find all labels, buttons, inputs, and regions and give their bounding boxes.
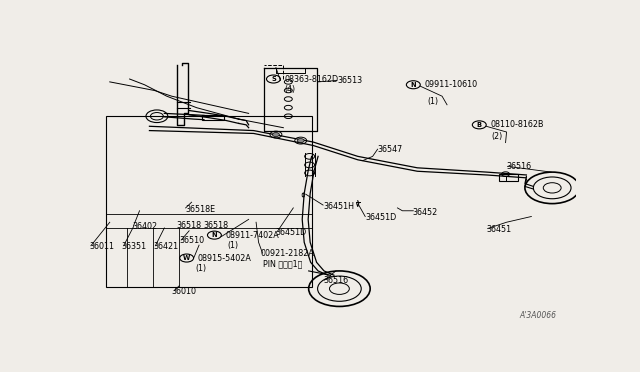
Text: 36510: 36510 [179, 236, 204, 246]
Text: 36010: 36010 [172, 287, 196, 296]
Text: 36451H: 36451H [323, 202, 354, 211]
Text: 36452: 36452 [412, 208, 438, 217]
Text: 08915-5402A: 08915-5402A [198, 254, 252, 263]
Bar [499, 174, 518, 181]
Text: A'3A0066: A'3A0066 [519, 311, 556, 320]
Text: 36451D: 36451D [365, 214, 396, 222]
Bar [106, 116, 312, 287]
Text: (1): (1) [195, 264, 206, 273]
Text: 36451D: 36451D [276, 228, 307, 237]
Text: 36518: 36518 [177, 221, 202, 230]
Bar [202, 115, 224, 120]
Text: (2): (2) [492, 132, 503, 141]
Text: W: W [183, 255, 190, 261]
Text: 36011: 36011 [89, 242, 114, 251]
Text: (1): (1) [228, 241, 239, 250]
Circle shape [297, 139, 304, 142]
Text: N: N [212, 232, 217, 238]
Text: N: N [410, 82, 416, 88]
Text: PIN ピン＜1＞: PIN ピン＜1＞ [262, 259, 302, 268]
Text: S: S [271, 76, 276, 82]
Text: B: B [477, 122, 482, 128]
Text: (1): (1) [428, 97, 438, 106]
Text: 08911-7402A: 08911-7402A [225, 231, 279, 240]
Text: 36518E: 36518E [186, 205, 216, 214]
Text: 08363-8162D: 08363-8162D [284, 74, 339, 83]
Text: 36516: 36516 [507, 162, 532, 171]
Text: 00921-2182A: 00921-2182A [260, 249, 314, 258]
Text: 36451: 36451 [486, 225, 512, 234]
Text: 09911-10610: 09911-10610 [424, 80, 477, 89]
Text: 36513: 36513 [337, 76, 362, 85]
Text: 36351: 36351 [121, 242, 147, 251]
Text: 36402: 36402 [132, 222, 157, 231]
Text: 36518: 36518 [203, 221, 228, 230]
Text: 08110-8162B: 08110-8162B [490, 121, 544, 129]
Text: (4): (4) [285, 84, 296, 93]
Text: 36421: 36421 [154, 242, 179, 251]
Circle shape [273, 132, 280, 137]
Text: 36516: 36516 [323, 276, 348, 285]
Text: 36547: 36547 [378, 145, 403, 154]
